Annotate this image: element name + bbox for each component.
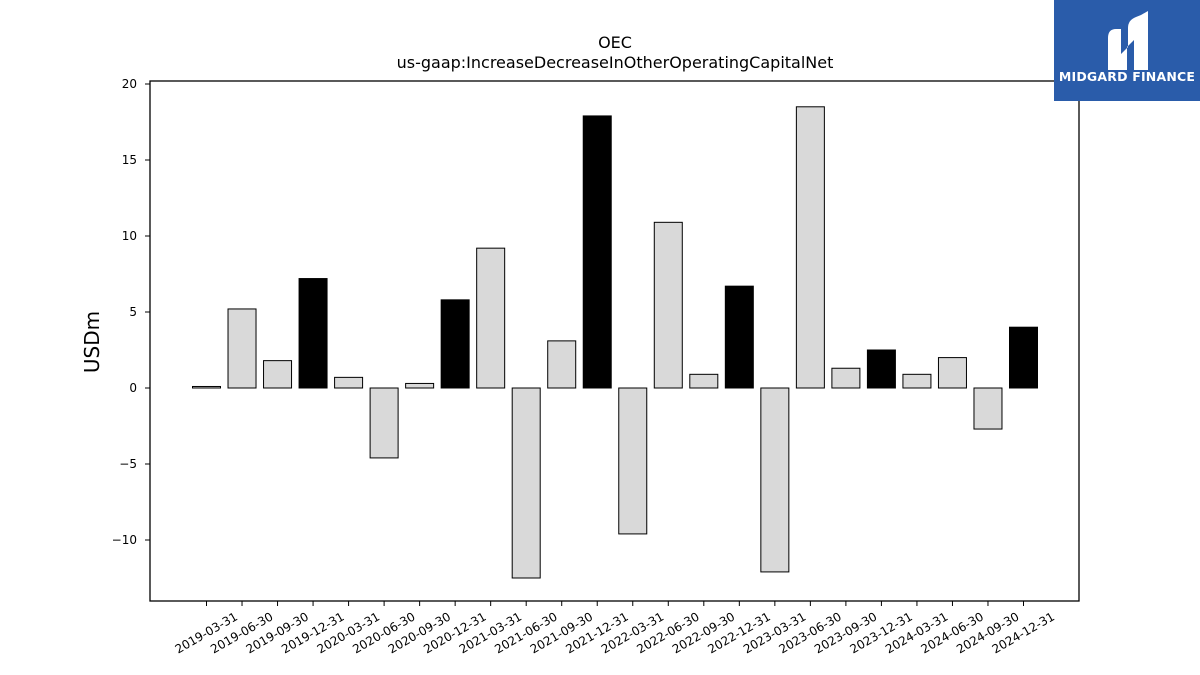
bar-2020-09-30 bbox=[405, 382, 435, 389]
brand-logo: MIDGARD FINANCE bbox=[1054, 0, 1200, 101]
bar-2023-03-31 bbox=[760, 387, 790, 573]
y-tick-label: −10 bbox=[112, 533, 137, 547]
bar-2020-12-31 bbox=[440, 299, 470, 389]
bar-2024-03-31 bbox=[902, 373, 932, 389]
bar-2019-06-30 bbox=[227, 308, 257, 389]
bar-2021-06-30 bbox=[511, 387, 541, 579]
y-tick-label: 5 bbox=[129, 305, 137, 319]
bar-2023-06-30 bbox=[795, 106, 825, 389]
bar-2022-06-30 bbox=[653, 221, 683, 389]
y-tick-label: 20 bbox=[122, 77, 137, 91]
bar-2022-09-30 bbox=[689, 373, 719, 389]
bar-2021-12-31 bbox=[582, 115, 612, 389]
bar-2020-06-30 bbox=[369, 387, 399, 459]
bar-2024-06-30 bbox=[937, 357, 967, 389]
bar-2023-12-31 bbox=[866, 349, 896, 389]
y-tick-label: 10 bbox=[122, 229, 137, 243]
y-tick-label: 0 bbox=[129, 381, 137, 395]
bar-2022-12-31 bbox=[724, 285, 754, 389]
bar-2023-09-30 bbox=[831, 367, 861, 389]
y-tick-label: −5 bbox=[119, 457, 137, 471]
bar-2024-12-31 bbox=[1009, 326, 1038, 389]
bar-2024-09-30 bbox=[973, 387, 1003, 430]
bar-2019-12-31 bbox=[298, 278, 328, 389]
y-axis-label: USDm bbox=[80, 311, 104, 373]
bar-2019-09-30 bbox=[263, 360, 293, 389]
chart-title: OEC bbox=[598, 33, 632, 52]
bar-2021-09-30 bbox=[547, 340, 577, 389]
bar-2021-03-31 bbox=[476, 247, 506, 389]
logo-mark-icon bbox=[1108, 11, 1148, 70]
chart-subtitle: us-gaap:IncreaseDecreaseInOtherOperating… bbox=[397, 53, 834, 72]
plot-frame bbox=[149, 80, 1080, 602]
bar-2019-03-31 bbox=[192, 385, 221, 389]
bar-2020-03-31 bbox=[334, 376, 364, 389]
logo-text: MIDGARD FINANCE bbox=[1058, 69, 1196, 84]
bar-2022-03-31 bbox=[618, 387, 648, 535]
y-tick-label: 15 bbox=[122, 153, 137, 167]
